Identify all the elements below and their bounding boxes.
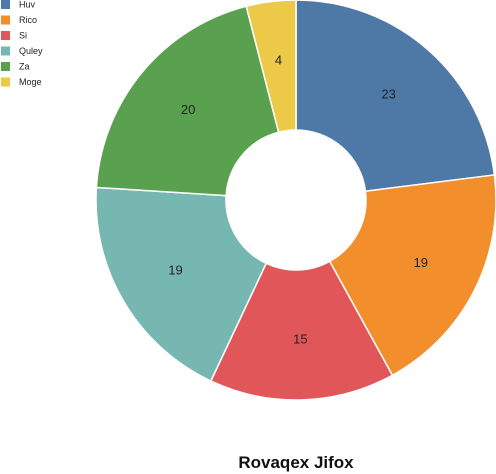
legend-label-rico: Rico [19, 15, 37, 25]
legend-swatch-quley [1, 46, 10, 56]
legend-swatch-huv [1, 0, 10, 9]
slice-si [209, 260, 394, 401]
legend-swatch-moge [1, 77, 10, 87]
slice-value-label: 19 [414, 255, 428, 270]
legend-label-si: Si [19, 31, 27, 41]
legend-swatch-si [1, 31, 10, 40]
slice-za [95, 5, 280, 197]
slice-value-label: 4 [275, 53, 282, 68]
legend: Huv Rico Si Quley Za Moge [1, 0, 43, 87]
slice-value-label: 20 [181, 102, 195, 117]
legend-label-huv: Huv [19, 0, 36, 10]
legend-swatch-rico [1, 15, 10, 25]
slice-huv [295, 0, 496, 193]
slice-quley [95, 186, 268, 382]
slice-rico [328, 174, 496, 377]
legend-label-quley: Quley [19, 46, 43, 56]
slice-value-label: 19 [168, 263, 182, 278]
legend-label-za: Za [19, 62, 30, 72]
pie-slices [95, 0, 496, 401]
slice-moge [245, 0, 297, 134]
slice-labels: 23 19 15 19 20 4 [168, 53, 428, 347]
slice-value-label: 23 [381, 86, 395, 101]
legend-label-moge: Moge [19, 77, 42, 87]
legend-swatch-za [1, 62, 10, 71]
chart-title: Rovaqex Jifox [238, 453, 354, 472]
slice-value-label: 15 [293, 331, 307, 346]
